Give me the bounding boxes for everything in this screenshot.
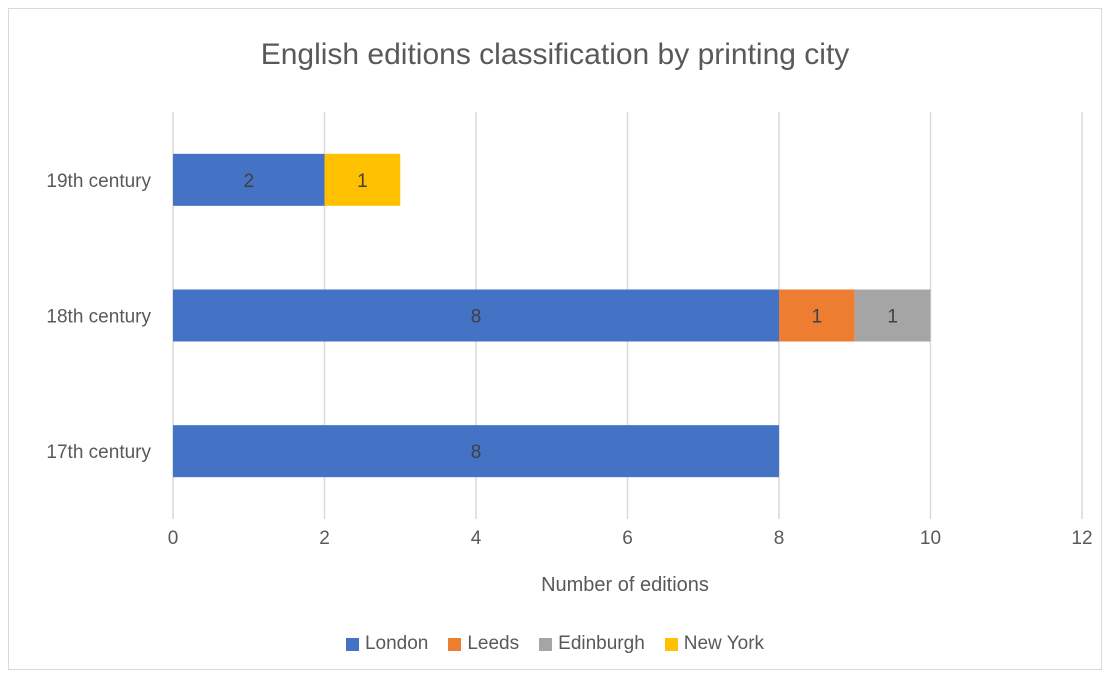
data-label: 1 xyxy=(357,171,368,192)
x-tick-label: 12 xyxy=(1071,528,1092,549)
legend-swatch xyxy=(448,637,462,651)
legend-swatch xyxy=(345,637,359,651)
legend-label: London xyxy=(364,633,429,654)
data-label: 2 xyxy=(243,171,254,192)
bar-leeds xyxy=(779,289,855,342)
legend-item: New York xyxy=(664,633,765,655)
legend: London Leeds Edinburgh New York xyxy=(0,633,1110,655)
legend-label: Edinburgh xyxy=(558,633,645,654)
x-tick-label: 10 xyxy=(920,528,941,549)
x-tick-label: 4 xyxy=(471,528,482,549)
bar-london xyxy=(173,153,325,206)
category-label: 17th century xyxy=(46,442,151,463)
x-tick-label: 6 xyxy=(622,528,633,549)
chart-title: English editions classification by print… xyxy=(260,38,850,71)
category-label: 18th century xyxy=(46,307,151,328)
x-axis-title: Number of editions xyxy=(541,574,709,596)
legend-swatch xyxy=(664,637,678,651)
data-label: 1 xyxy=(812,307,823,328)
legend-label: Leeds xyxy=(467,633,520,654)
x-tick-label: 0 xyxy=(168,528,179,549)
bar-edinburgh xyxy=(854,289,931,342)
x-tick-label: 8 xyxy=(774,528,785,549)
legend-label: New York xyxy=(683,633,765,654)
category-label: 19th century xyxy=(46,171,151,192)
data-label: 8 xyxy=(471,442,482,463)
x-tick-label: 2 xyxy=(319,528,330,549)
data-label: 8 xyxy=(471,307,482,328)
data-label: 1 xyxy=(887,307,898,328)
legend-item: Edinburgh xyxy=(539,633,645,655)
legend-swatch xyxy=(539,637,553,651)
bar-london xyxy=(173,425,779,478)
legend-item: Leeds xyxy=(448,633,519,655)
legend-item: London xyxy=(345,633,429,655)
bar-london xyxy=(173,289,779,342)
bar-new-york xyxy=(324,153,401,206)
